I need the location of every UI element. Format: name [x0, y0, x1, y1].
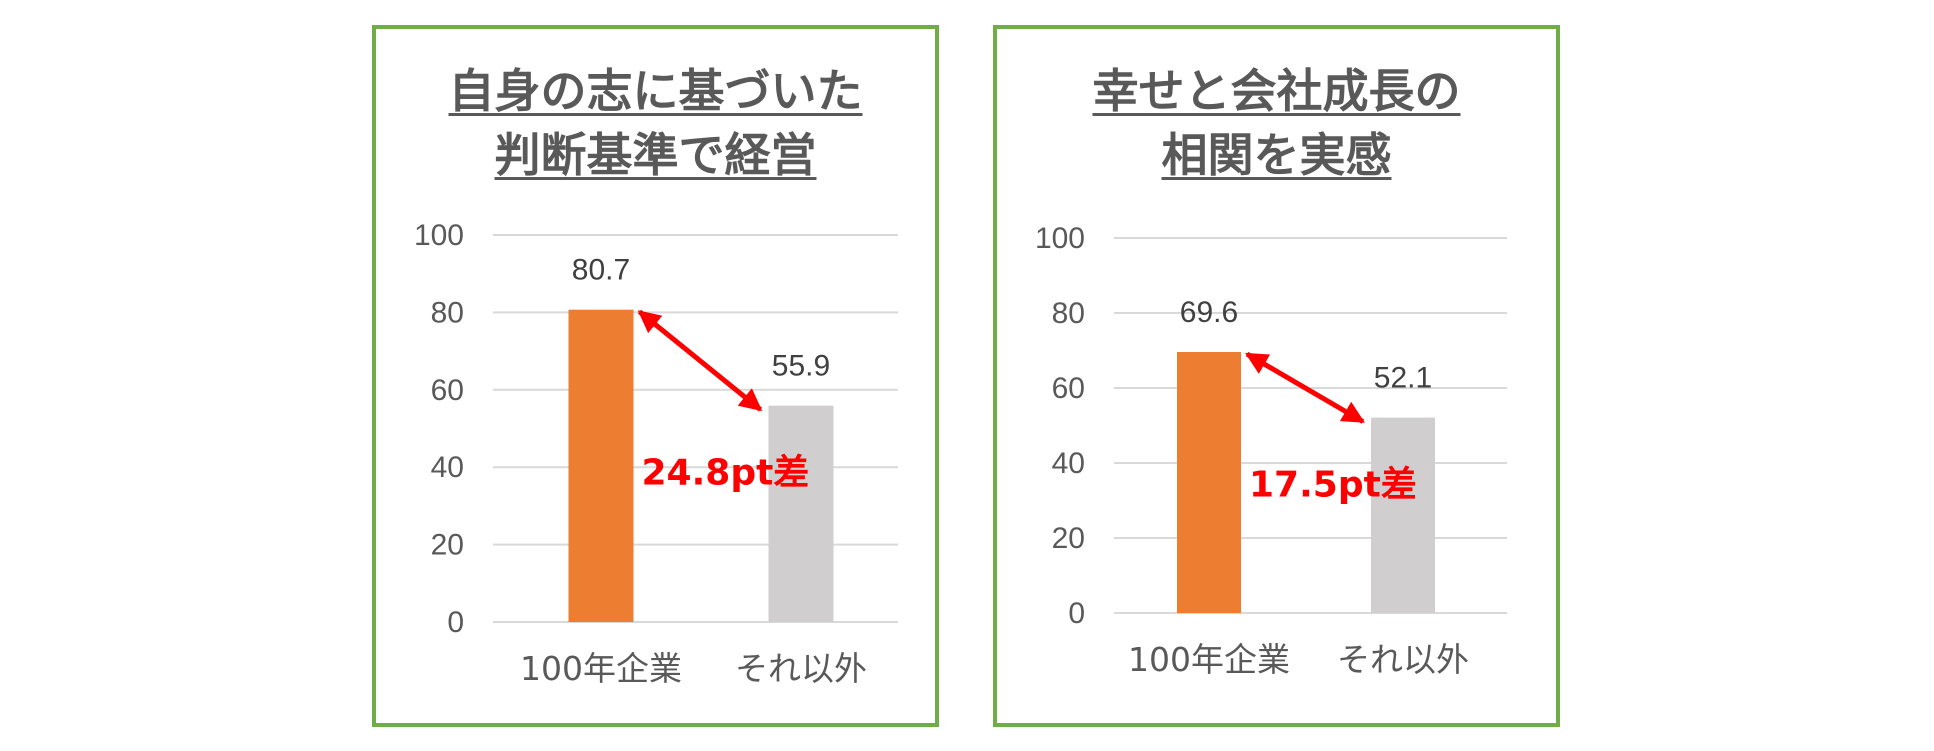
chart-title-line-1: 自身の志に基づいた	[448, 64, 863, 118]
chart-title: 自身の志に基づいた 判断基準で経営	[376, 59, 935, 187]
y-tick-label: 40	[431, 451, 464, 484]
y-tick-label: 100	[1035, 222, 1085, 255]
y-tick-label: 80	[1052, 297, 1085, 330]
chart-title-line-1: 幸せと会社成長の	[1092, 64, 1461, 118]
category-label: 100年企業	[1128, 640, 1290, 679]
data-label: 55.9	[772, 350, 830, 383]
y-tick-label: 0	[1068, 597, 1085, 630]
difference-arrow	[637, 309, 763, 412]
data-label: 52.1	[1374, 362, 1432, 395]
chart-title: 幸せと会社成長の 相関を実感	[997, 59, 1556, 187]
difference-annotation: 24.8pt差	[642, 453, 810, 494]
y-tick-label: 60	[431, 374, 464, 407]
category-label: 100年企業	[520, 649, 682, 688]
bar-chart: 0 20 40 60 80 100 80.7 100年企業 55.9 それ以外 24.8pt差	[414, 219, 898, 688]
bar	[568, 309, 634, 622]
chart-panel-left: 自身の志に基づいた 判断基準で経営 0 20 40 60 80 100 80.7 100年企業…	[372, 25, 939, 727]
y-tick-label: 20	[431, 529, 464, 562]
y-tick-label: 80	[431, 296, 464, 329]
y-tick-label: 60	[1052, 372, 1085, 405]
bar	[1371, 417, 1435, 613]
bar	[1177, 352, 1241, 613]
y-tick-label: 20	[1052, 522, 1085, 555]
difference-arrow	[1245, 351, 1365, 424]
y-tick-label: 100	[414, 219, 464, 252]
category-label: それ以外	[735, 649, 867, 688]
difference-annotation: 17.5pt差	[1249, 465, 1417, 506]
chart-title-line-2: 判断基準で経営	[494, 128, 817, 182]
category-label: それ以外	[1337, 640, 1469, 679]
y-tick-label: 40	[1052, 447, 1085, 480]
chart-title-line-2: 相関を実感	[1161, 128, 1392, 182]
data-label: 69.6	[1180, 296, 1238, 329]
bar	[768, 405, 834, 622]
bar-chart: 0 20 40 60 80 100 69.6 100年企業 52.1 それ以外 17.5pt差	[1035, 222, 1507, 679]
y-tick-label: 0	[447, 606, 464, 639]
chart-panel-right: 幸せと会社成長の 相関を実感 0 20 40 60 80 100 69.6 100年企業 52.…	[993, 25, 1560, 727]
data-label: 80.7	[572, 254, 630, 287]
